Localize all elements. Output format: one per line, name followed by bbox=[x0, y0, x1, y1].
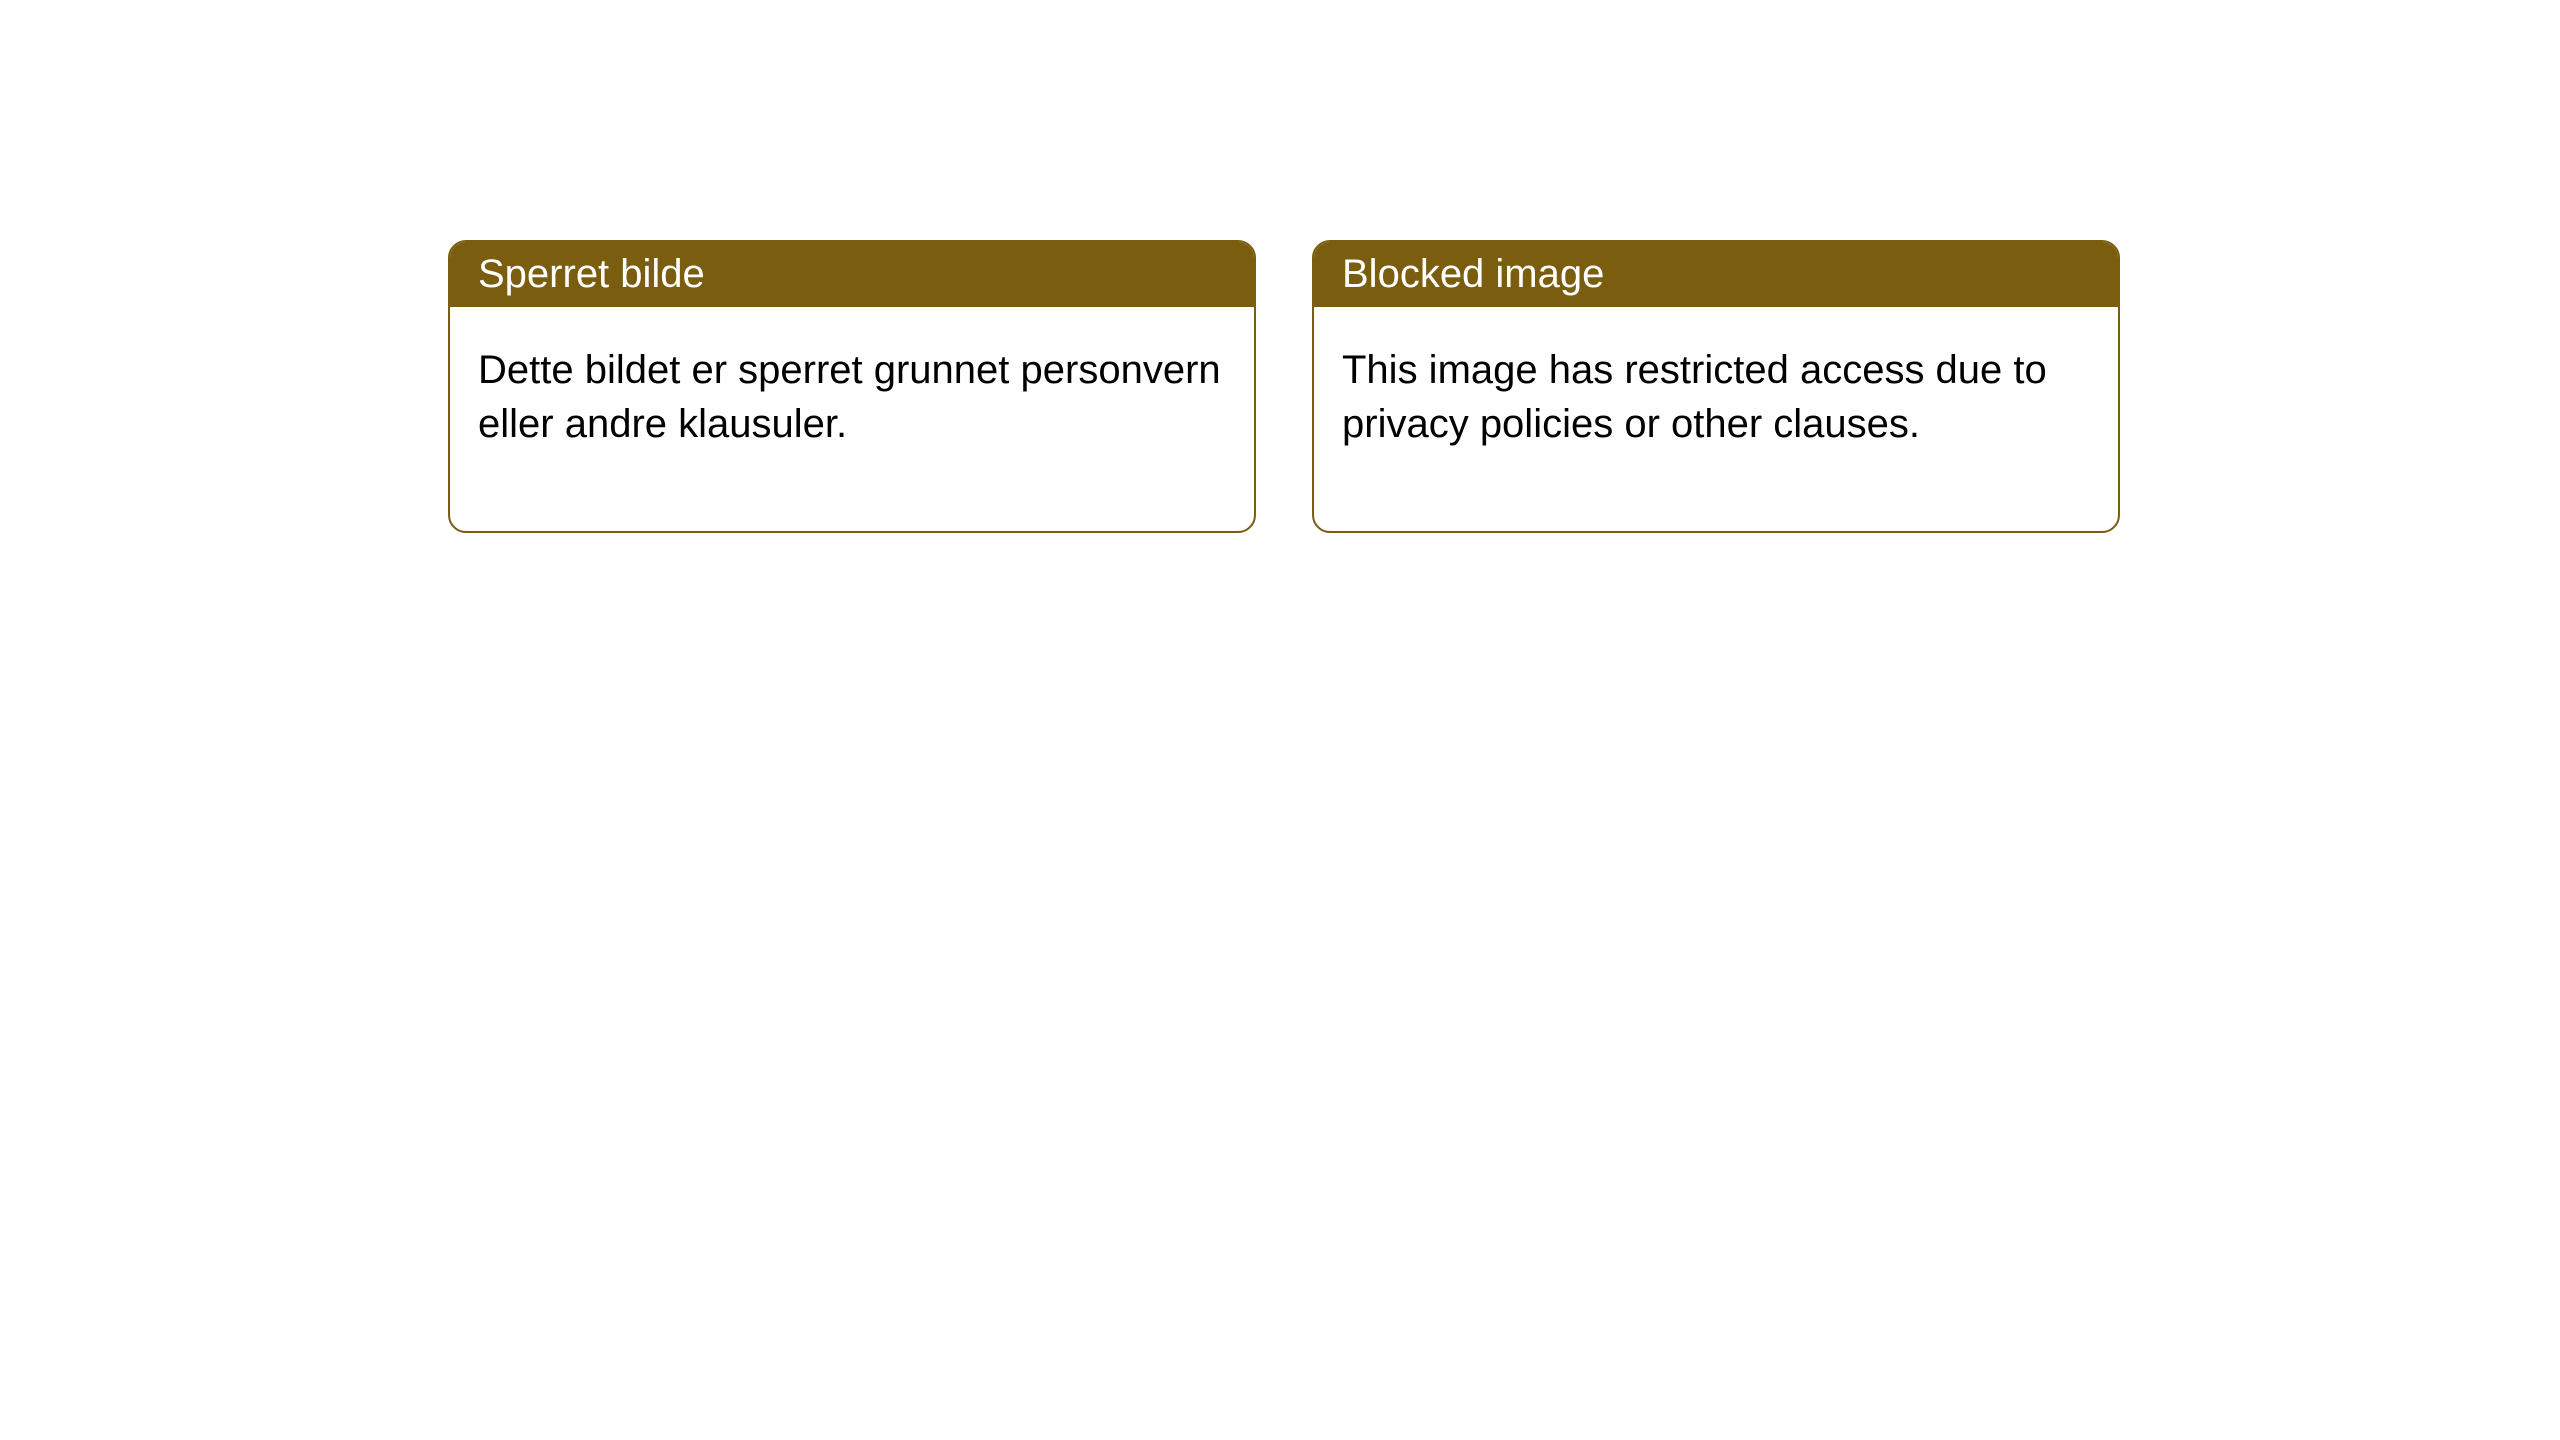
notice-card-norwegian: Sperret bilde Dette bildet er sperret gr… bbox=[448, 240, 1256, 533]
card-body: This image has restricted access due to … bbox=[1314, 307, 2118, 531]
card-title: Sperret bilde bbox=[478, 252, 705, 296]
card-body: Dette bildet er sperret grunnet personve… bbox=[450, 307, 1254, 531]
card-title: Blocked image bbox=[1342, 252, 1604, 296]
card-body-text: This image has restricted access due to … bbox=[1342, 348, 2047, 446]
notice-card-english: Blocked image This image has restricted … bbox=[1312, 240, 2120, 533]
card-header: Blocked image bbox=[1314, 242, 2118, 307]
card-header: Sperret bilde bbox=[450, 242, 1254, 307]
card-body-text: Dette bildet er sperret grunnet personve… bbox=[478, 348, 1221, 446]
notice-container: Sperret bilde Dette bildet er sperret gr… bbox=[0, 0, 2560, 533]
